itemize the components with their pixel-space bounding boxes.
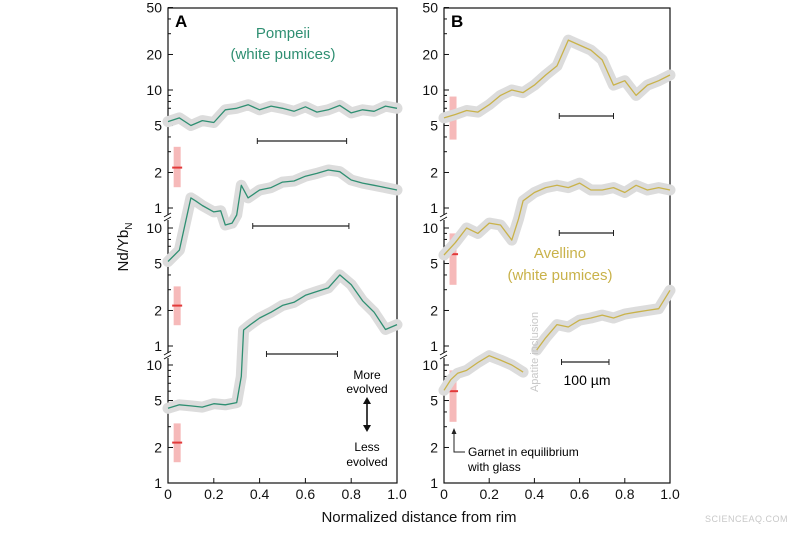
y-tick-label: 5 xyxy=(430,118,438,134)
uncertainty-band xyxy=(537,290,670,350)
x-tick-label: 0.2 xyxy=(204,486,224,502)
x-tick-label: 0.8 xyxy=(341,486,361,502)
x-tick-label: 0.4 xyxy=(525,486,545,502)
panel-a-subtitle: (white pumices) xyxy=(230,46,335,63)
y-tick-label: 5 xyxy=(430,256,438,272)
y-tick-label: 10 xyxy=(422,220,438,236)
less-evolved-label: Less xyxy=(354,440,379,454)
y-tick-label: 5 xyxy=(430,393,438,409)
double-arrow-icon xyxy=(363,397,371,432)
y-tick-label: 2 xyxy=(430,439,438,455)
y-tick-label: 20 xyxy=(146,46,162,62)
y-tick-label: 1 xyxy=(430,200,438,216)
y-tick-label: 5 xyxy=(154,393,162,409)
y-tick-label: 50 xyxy=(422,0,438,16)
y-tick-label: 10 xyxy=(146,357,162,373)
y-tick-label: 5 xyxy=(154,118,162,134)
y-tick-label: 1 xyxy=(154,338,162,354)
panel-b-subtitle: (white pumices) xyxy=(507,267,612,284)
x-tick-label: 0 xyxy=(440,486,448,502)
x-tick-label: 0.4 xyxy=(250,486,270,502)
uncertainty-band xyxy=(444,40,670,118)
x-tick-label: 0.6 xyxy=(296,486,316,502)
panel-a-title: Pompeii xyxy=(256,25,310,42)
watermark: SCIENCEAQ.COM xyxy=(705,514,788,524)
x-tick-label: 0.8 xyxy=(615,486,635,502)
x-axis-label: Normalized distance from rim xyxy=(321,509,516,526)
y-tick-label: 20 xyxy=(422,46,438,62)
x-tick-label: 0 xyxy=(164,486,172,502)
x-tick-label: 1.0 xyxy=(387,486,407,502)
y-tick-label: 1 xyxy=(430,338,438,354)
y-tick-label: 2 xyxy=(430,302,438,318)
less-evolved-label-2: evolved xyxy=(346,455,387,469)
y-tick-label: 2 xyxy=(430,164,438,180)
garnet-label-2: with glass xyxy=(467,460,521,474)
y-tick-label: 1 xyxy=(154,200,162,216)
x-tick-label: 1.0 xyxy=(660,486,680,502)
panel-a-letter: A xyxy=(175,12,187,31)
x-tick-label: 0.2 xyxy=(479,486,499,502)
garnet-pointer-arrow-icon xyxy=(452,428,466,452)
y-axis-label: Nd/YbN xyxy=(115,223,135,272)
y-tick-label: 10 xyxy=(422,82,438,98)
y-tick-label: 2 xyxy=(154,302,162,318)
y-tick-label: 50 xyxy=(146,0,162,16)
y-tick-label: 5 xyxy=(154,256,162,272)
more-evolved-label: More xyxy=(353,368,381,382)
apatite-inclusion-label: Apatite inclusion xyxy=(529,312,541,392)
y-tick-label: 10 xyxy=(146,220,162,236)
y-tick-label: 10 xyxy=(146,82,162,98)
garnet-label: Garnet in equilibrium xyxy=(468,445,579,459)
panel-b-title: Avellino xyxy=(534,245,586,262)
x-tick-label: 0.6 xyxy=(570,486,590,502)
scale-bar-label: 100 µm xyxy=(564,372,611,388)
y-tick-label: 1 xyxy=(430,475,438,491)
more-evolved-label-2: evolved xyxy=(346,382,387,396)
panel-b-letter: B xyxy=(451,12,463,31)
y-tick-label: 2 xyxy=(154,164,162,180)
y-tick-label: 10 xyxy=(422,357,438,373)
y-tick-label: 2 xyxy=(154,439,162,455)
y-tick-label: 1 xyxy=(154,475,162,491)
